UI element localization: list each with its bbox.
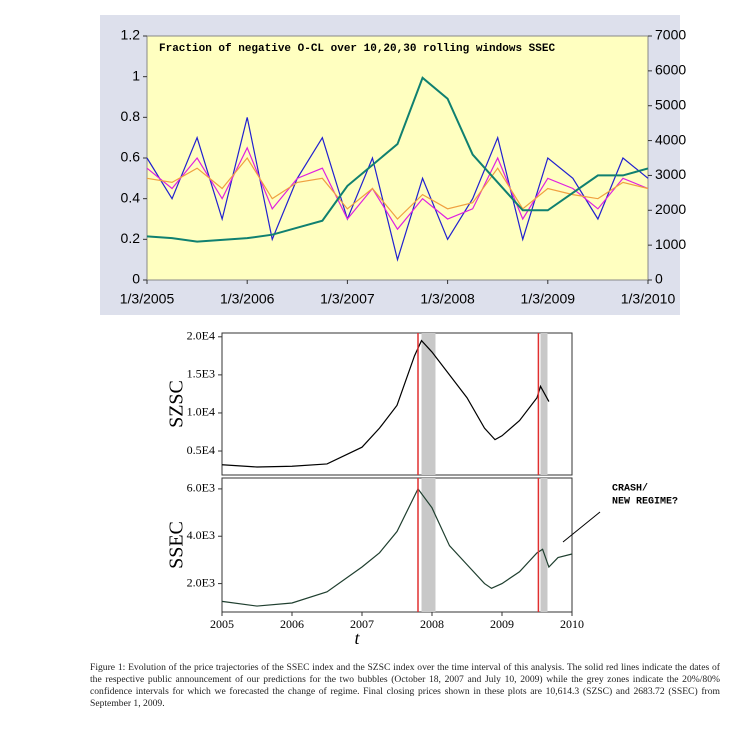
x-tick-label: 1/3/2010	[621, 291, 676, 307]
y-tick-label: 6.0E3	[187, 481, 215, 495]
x-axis-label: t	[354, 628, 360, 648]
series-line	[146, 156, 649, 220]
y-tick-label: 2.0E4	[187, 329, 215, 343]
y-tick-label: 1.0E4	[187, 405, 215, 419]
x-tick-label: 2009	[490, 617, 514, 631]
confidence-band	[540, 333, 548, 475]
y-tick-label: 0.5E4	[187, 443, 215, 457]
x-tick-label: 1/3/2006	[220, 291, 275, 307]
caption: Figure 1: Evolution of the price traject…	[90, 662, 720, 709]
y-tick-label: 0.4	[121, 189, 141, 205]
x-tick-label: 2010	[560, 617, 584, 631]
y-axis-label: SSEC	[166, 521, 188, 569]
series-line	[221, 487, 573, 607]
annotation: NEW REGIME?	[612, 497, 678, 508]
y2-tick-label: 3000	[655, 166, 686, 182]
y2-tick-label: 0	[655, 271, 663, 287]
y-tick-label: 2.0E3	[187, 575, 215, 589]
series-line	[146, 146, 649, 231]
series-line	[146, 117, 649, 262]
x-tick-label: 1/3/2007	[320, 291, 375, 307]
y2-tick-label: 4000	[655, 131, 686, 147]
series-line	[221, 339, 550, 468]
y-tick-label: 0.2	[121, 230, 141, 246]
annotation-arrow	[562, 511, 601, 543]
y2-tick-label: 2000	[655, 201, 686, 217]
y-tick-label: 0.8	[121, 108, 141, 124]
confidence-band	[540, 478, 548, 612]
figure: 0 0.2 0.4 0.6 0.8 1 1.2 0 1000 2000 3000 4000 5000 60…	[100, 15, 686, 648]
y-tick-label: 4.0E3	[187, 528, 215, 542]
ssec-frame	[221, 477, 573, 613]
x-tick-label: 1/3/2009	[521, 291, 576, 307]
x-tick-label: 2008	[420, 617, 444, 631]
y-tick-label: 1	[132, 67, 140, 83]
y2-tick-label: 7000	[655, 27, 686, 43]
annotation: CRASH/	[612, 483, 648, 495]
confidence-band	[421, 478, 436, 612]
y2-tick-label: 6000	[655, 62, 686, 78]
x-tick-label: 2006	[280, 617, 304, 631]
x-tick-label: 1/3/2008	[420, 291, 475, 307]
top-plot-area	[146, 35, 649, 281]
y-axis-label: SZSC	[166, 380, 188, 428]
x-tick-label: 2005	[210, 617, 234, 631]
confidence-band	[421, 333, 436, 475]
y2-tick-label: 5000	[655, 96, 686, 112]
series-line	[146, 76, 649, 243]
szsc-frame	[221, 332, 573, 476]
chart-title: Fraction of negative O-CL over 10,20,30 …	[159, 43, 555, 55]
y-tick-label: 0.6	[121, 149, 141, 165]
x-tick-label: 2007	[350, 617, 374, 631]
y-tick-label: 1.2	[121, 27, 141, 43]
y-tick-label: 0	[132, 271, 140, 287]
y-tick-label: 1.5E3	[187, 367, 215, 381]
y2-tick-label: 1000	[655, 236, 686, 252]
x-tick-label: 1/3/2005	[120, 291, 175, 307]
